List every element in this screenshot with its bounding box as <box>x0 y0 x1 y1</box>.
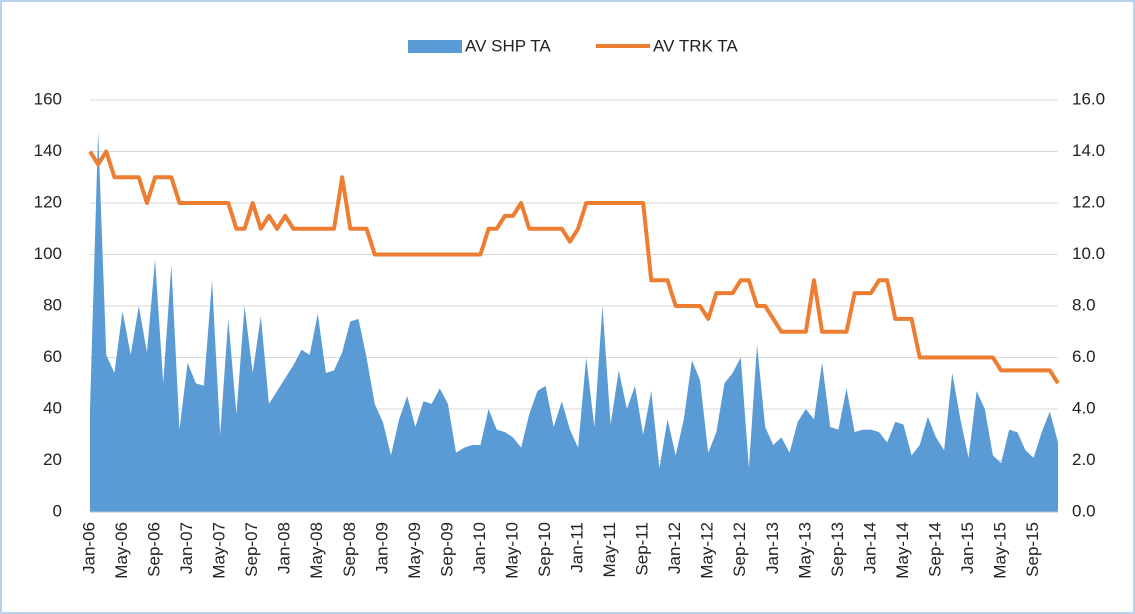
x-tick-label: May-13 <box>795 522 814 579</box>
x-tick-label: May-11 <box>600 522 619 577</box>
area <box>90 130 1058 512</box>
y-tick-label: 120 <box>34 192 62 211</box>
x-tick-label: May-12 <box>698 522 717 579</box>
x-tick-label: Sep-15 <box>1023 522 1042 577</box>
x-tick-label: May-09 <box>405 522 424 579</box>
x-tick-label: Sep-06 <box>145 522 164 577</box>
y-tick-label: 160 <box>34 89 62 108</box>
y2-tick-label: 12.0 <box>1072 192 1105 211</box>
x-tick-label: Sep-13 <box>828 522 847 577</box>
legend-label: AV TRK TA <box>653 36 738 55</box>
y2-tick-label: 6.0 <box>1072 347 1096 366</box>
x-tick-label: May-07 <box>210 522 229 579</box>
x-tick-label: Jan-13 <box>763 522 782 574</box>
x-tick-label: Jan-15 <box>958 522 977 574</box>
x-tick-label: Jan-10 <box>470 522 489 574</box>
x-tick-label: May-08 <box>307 522 326 579</box>
x-tick-label: Sep-09 <box>437 522 456 577</box>
y-tick-label: 20 <box>43 450 62 469</box>
y2-tick-label: 14.0 <box>1072 141 1105 160</box>
x-tick-label: May-06 <box>112 522 131 579</box>
y-tick-label: 100 <box>34 244 62 263</box>
x-tick-label: Sep-14 <box>925 522 944 577</box>
y2-tick-label: 8.0 <box>1072 295 1096 314</box>
x-tick-label: Jan-14 <box>860 522 879 574</box>
x-tick-label: Jan-07 <box>177 522 196 574</box>
x-tick-label: Jan-09 <box>372 522 391 574</box>
legend-label: AV SHP TA <box>465 36 551 55</box>
y2-tick-label: 10.0 <box>1072 244 1105 263</box>
x-tick-label: Sep-11 <box>633 522 652 576</box>
x-tick-label: Jan-08 <box>275 522 294 574</box>
y-tick-label: 40 <box>43 398 62 417</box>
x-tick-label: Jan-11 <box>568 522 587 573</box>
x-tick-label: May-15 <box>991 522 1010 579</box>
x-tick-label: Sep-10 <box>535 522 554 577</box>
x-tick-label: May-10 <box>502 522 521 579</box>
x-tick-label: Sep-07 <box>242 522 261 577</box>
y-tick-label: 80 <box>43 295 62 314</box>
y2-tick-label: 0.0 <box>1072 501 1096 520</box>
x-tick-label: Jan-06 <box>79 522 98 574</box>
x-tick-label: Jan-12 <box>665 522 684 574</box>
y-tick-label: 140 <box>34 141 62 160</box>
y2-tick-label: 2.0 <box>1072 450 1096 469</box>
x-tick-label: May-14 <box>893 522 912 579</box>
line <box>88 149 1060 385</box>
legend-swatch <box>408 40 462 53</box>
y2-tick-label: 16.0 <box>1072 89 1105 108</box>
y2-tick-label: 4.0 <box>1072 398 1096 417</box>
x-tick-label: Sep-12 <box>730 522 749 577</box>
y-tick-label: 60 <box>43 347 62 366</box>
x-tick-label: Sep-08 <box>340 522 359 577</box>
y-tick-label: 0 <box>53 501 62 520</box>
